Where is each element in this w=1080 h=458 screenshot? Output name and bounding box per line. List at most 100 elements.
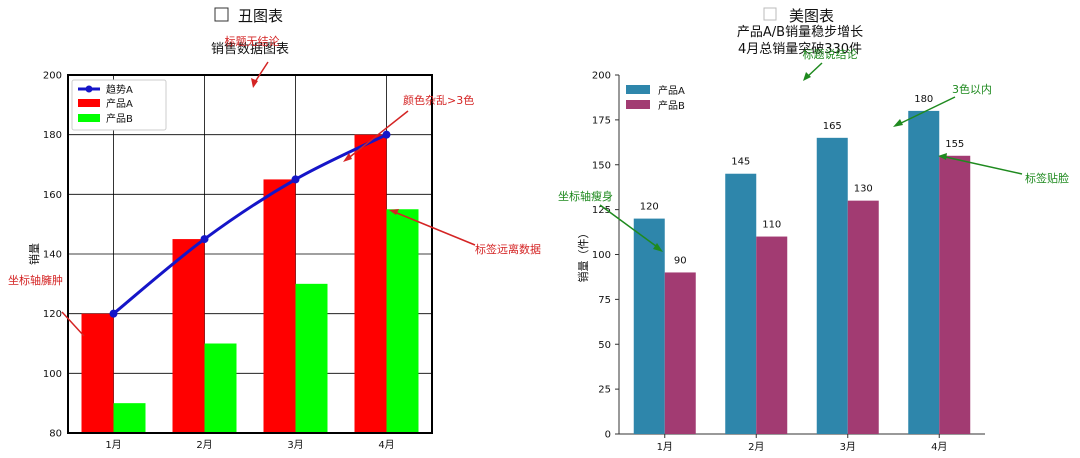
y-tick-label: 120 <box>43 309 62 320</box>
bar-b <box>664 272 696 434</box>
legend-label-b: 产品B <box>106 112 133 125</box>
legend-label-b: 产品B <box>658 99 685 112</box>
x-axis-ticks: 1月 2月 3月 4月 <box>657 434 947 453</box>
bar-a <box>816 137 848 434</box>
y-tick-label: 100 <box>43 369 62 380</box>
data-label: 90 <box>674 255 687 266</box>
bar-b <box>204 343 237 433</box>
bars <box>81 134 419 433</box>
y-tick-label: 75 <box>598 295 611 306</box>
bar-a <box>263 179 296 433</box>
annotation-arrow <box>940 155 1023 175</box>
y-tick-label: 140 <box>43 250 62 261</box>
y-tick-label: 80 <box>49 429 62 440</box>
checkbox-icon <box>763 7 777 21</box>
bar-a <box>354 134 387 433</box>
y-axis-ticks: 80 100 120 140 160 180 200 <box>43 71 62 440</box>
chart-title-line-2: 4月总销量突破330件 <box>738 41 862 57</box>
x-tick-label: 2月 <box>748 441 764 453</box>
panel-title: 美图表 <box>789 7 834 25</box>
data-label: 130 <box>854 184 873 195</box>
data-label: 120 <box>640 202 659 213</box>
y-tick-label: 160 <box>43 190 62 201</box>
y-tick-label: 50 <box>598 340 611 351</box>
trend-point <box>291 175 300 184</box>
annotation-title-conclusion: 标题说结论 <box>803 47 858 61</box>
annotation-arrow <box>599 204 661 250</box>
annotation-arrow <box>896 96 956 126</box>
bar-a <box>725 173 757 434</box>
y-axis-label: 销量（件） <box>576 228 590 283</box>
data-label: 145 <box>731 157 750 168</box>
data-label: 155 <box>945 139 964 150</box>
bar-b <box>386 209 419 433</box>
bar-a <box>908 110 940 435</box>
chart-title: 销售数据图表 <box>211 41 289 57</box>
x-axis-ticks: 1月 2月 3月 4月 <box>105 439 394 451</box>
y-tick-label: 175 <box>592 115 611 126</box>
x-tick-label: 4月 <box>378 439 394 451</box>
legend-swatch-a <box>78 99 100 107</box>
bar-a <box>81 313 114 433</box>
bar-b <box>113 403 146 433</box>
y-tick-label: 200 <box>43 71 62 82</box>
arrowhead-icon <box>893 119 903 127</box>
x-tick-label: 2月 <box>196 439 212 451</box>
arrowhead-icon <box>938 153 947 160</box>
trend-line <box>109 130 391 318</box>
legend-label-trend: 趋势A <box>106 83 133 96</box>
trend-point <box>200 235 209 244</box>
legend-label-a: 产品A <box>106 97 133 110</box>
arrowhead-icon <box>251 78 258 88</box>
bar-a <box>633 218 665 434</box>
y-tick-label: 0 <box>605 430 611 441</box>
annotation-arrow <box>391 210 476 246</box>
y-tick-label: 25 <box>598 385 611 396</box>
annotations: 标题说结论 3色以内 标签贴脸 坐标轴瘦身 <box>558 47 1069 252</box>
x-tick-label: 3月 <box>287 439 303 451</box>
legend-label-a: 产品A <box>658 84 685 97</box>
bar-b <box>847 200 879 434</box>
legend-swatch-a <box>626 85 650 94</box>
arrowhead-icon <box>389 209 399 215</box>
y-tick-label: 200 <box>592 71 611 82</box>
data-labels: 120 145 165 180 90 110 130 155 <box>640 94 965 267</box>
bars <box>633 110 971 435</box>
annotation-colors: 颜色杂乱>3色 <box>403 93 474 107</box>
y-axis-ticks: 0 25 50 75 100 125 150 175 200 <box>592 71 619 441</box>
y-tick-label: 150 <box>592 160 611 171</box>
good-chart-panel: 美图表 产品A/B销量稳步增长 4月总销量突破330件 120 145 165 180… <box>558 7 1069 453</box>
annotation-labels-far: 标签远离数据 <box>475 242 541 256</box>
trend-point <box>109 309 118 318</box>
data-label: 110 <box>762 220 781 231</box>
legend-swatch-b <box>78 114 100 122</box>
x-tick-label: 3月 <box>840 441 856 453</box>
y-tick-label: 100 <box>592 250 611 261</box>
annotation-labels-close: 标签贴脸 <box>1025 171 1069 185</box>
y-tick-label: 180 <box>43 130 62 141</box>
arrowhead-icon <box>653 243 663 252</box>
annotation-title: 标题无结论 <box>225 34 280 48</box>
annotation-axis-bloated: 坐标轴臃肿 <box>8 273 63 287</box>
checkbox-icon <box>214 7 229 22</box>
bar-b <box>756 236 788 434</box>
chart-title-line-1: 产品A/B销量稳步增长 <box>737 24 863 40</box>
legend-marker-trend <box>85 85 93 93</box>
x-tick-label: 4月 <box>931 441 947 453</box>
bar-a <box>172 239 205 433</box>
panel-title: 丑图表 <box>238 7 283 25</box>
annotation-arrow <box>345 110 409 161</box>
trend-line-path <box>112 133 388 315</box>
legend: 趋势A 产品A 产品B <box>71 79 167 131</box>
legend-swatch-b <box>626 100 650 109</box>
annotation-arrow <box>61 311 85 337</box>
x-tick-label: 1月 <box>657 441 673 453</box>
bar-b <box>295 283 328 433</box>
x-tick-label: 1月 <box>105 439 121 451</box>
arrowhead-icon <box>343 153 352 162</box>
data-label: 180 <box>914 94 933 105</box>
arrowhead-icon <box>803 72 811 81</box>
annotations: 标题无结论 颜色杂乱>3色 标签远离数据 坐标轴臃肿 <box>8 34 541 337</box>
trend-point <box>382 130 391 139</box>
